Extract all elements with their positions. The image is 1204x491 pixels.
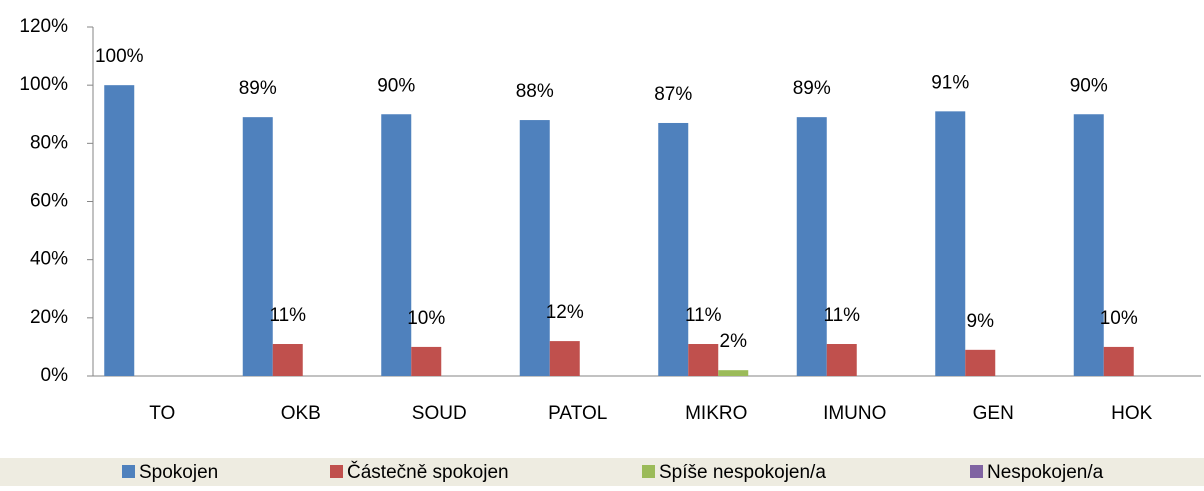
y-tick-label: 0% [41, 365, 69, 386]
legend-label: Nespokojen/a [987, 462, 1104, 483]
x-tick-label: PATOL [548, 403, 607, 424]
data-label: 90% [1070, 75, 1108, 96]
bar [549, 341, 580, 376]
bar [411, 346, 442, 376]
data-label: 10% [1100, 308, 1138, 329]
bar [718, 370, 749, 376]
legend-swatch [642, 465, 655, 478]
data-label: 89% [793, 78, 831, 99]
bar [104, 85, 135, 377]
legend-label: Spíše nespokojen/a [659, 462, 826, 483]
data-label: 90% [377, 75, 415, 96]
y-tick-label: 60% [30, 191, 68, 212]
data-label: 12% [546, 302, 584, 323]
y-tick-label: 100% [19, 74, 68, 95]
data-label: 87% [654, 84, 692, 105]
bar [242, 117, 273, 377]
bar [796, 117, 827, 377]
bar [935, 111, 966, 376]
bar [1073, 114, 1104, 376]
data-label: 11% [685, 305, 722, 326]
y-tick-label: 80% [30, 132, 68, 153]
legend-swatch [970, 465, 983, 478]
bar [688, 344, 719, 376]
x-tick-label: OKB [281, 403, 321, 424]
data-label: 2% [720, 331, 748, 352]
legend-swatch [330, 465, 343, 478]
data-label: 88% [516, 81, 554, 102]
x-tick-label: HOK [1111, 403, 1153, 424]
y-tick-label: 40% [30, 249, 68, 270]
bar [658, 122, 689, 376]
bar [826, 344, 857, 376]
bar [381, 114, 412, 376]
legend-label: Spokojen [139, 462, 218, 483]
legend-swatch [122, 465, 135, 478]
data-label: 11% [269, 305, 306, 326]
bar [965, 349, 996, 376]
legend-background [0, 458, 1204, 486]
bar [1103, 346, 1134, 376]
x-tick-label: GEN [973, 403, 1014, 424]
data-label: 10% [407, 308, 445, 329]
x-tick-label: IMUNO [823, 403, 886, 424]
x-tick-label: TO [149, 403, 175, 424]
x-tick-label: MIKRO [685, 403, 747, 424]
data-label: 9% [967, 311, 995, 332]
x-tick-label: SOUD [412, 403, 467, 424]
data-label: 89% [239, 78, 277, 99]
legend-label: Částečně spokojen [347, 461, 509, 483]
data-label: 11% [823, 305, 860, 326]
data-label: 100% [95, 46, 144, 67]
data-label: 91% [931, 72, 969, 93]
bar [519, 120, 550, 376]
y-tick-label: 20% [30, 307, 68, 328]
y-tick-label: 120% [19, 16, 68, 37]
bar [272, 344, 303, 376]
